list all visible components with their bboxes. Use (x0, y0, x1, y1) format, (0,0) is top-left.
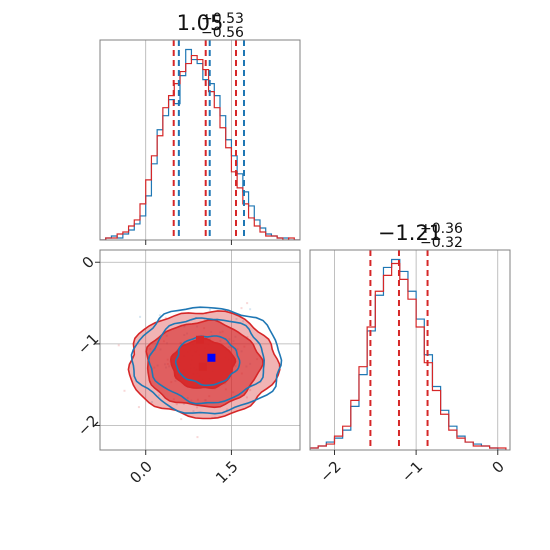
scatter-point-16 (158, 394, 161, 397)
xtick-label-0: 0.0 (126, 458, 156, 488)
scatter-point-57 (192, 410, 195, 413)
xtick-label-1: −1 (398, 458, 426, 486)
scatter-point-21 (242, 320, 245, 323)
panel-top-left-histogram: 1.05 +0.53 −0.56 (99, 11, 301, 245)
scatter-point-46 (137, 406, 140, 409)
scatter-point-71 (235, 317, 238, 320)
contour-series-1-level-0 (174, 335, 241, 387)
title-value-top-left: 1.05 (177, 11, 224, 35)
xtick-label-2: 0 (489, 458, 508, 477)
grid-top-left (145, 40, 232, 240)
contour-series-1-level-2 (130, 306, 283, 415)
hist-series-0 (100, 48, 300, 240)
contour-series-1-level-1 (147, 317, 266, 405)
ytick-label-2: 0 (78, 253, 97, 272)
scatter-point-138 (196, 436, 199, 439)
xtick-label-0: −2 (316, 458, 344, 486)
frame-top-left (99, 39, 301, 241)
ticks-bottom-right: −2 −1 0 (316, 450, 508, 486)
ticks-top-left (145, 240, 232, 245)
grid-bottom-right (334, 250, 499, 450)
marker-0 (196, 335, 204, 344)
title-plus-bottom-right: +0.36 (420, 221, 463, 237)
marker-2 (207, 353, 216, 362)
quantile-lines-top-left (172, 40, 245, 240)
scatter-point-126 (123, 389, 126, 392)
frame-bottom-left (99, 249, 301, 451)
title-minus-bottom-right: −0.32 (420, 235, 463, 251)
series-top-left (100, 48, 300, 240)
scatter-point-133 (139, 315, 142, 318)
title-minus-top-left: −0.56 (201, 25, 244, 41)
scatter-point-134 (240, 307, 243, 310)
scatter-point-100 (249, 389, 252, 392)
scatter-point-121 (182, 402, 185, 405)
scatter-point-40 (196, 406, 199, 409)
scatter-point-14 (117, 344, 120, 347)
ytick-label-1: −1 (74, 330, 102, 358)
scatter-point-66 (175, 403, 178, 406)
scatter-point-9 (249, 308, 252, 311)
scatter-point-60 (245, 396, 248, 399)
xtick-label-1: 1.5 (212, 458, 242, 488)
hist-series-1 (100, 54, 300, 240)
markers-bottom-left (196, 335, 216, 371)
scatter-point-52 (203, 319, 206, 322)
title-top-left: 1.05 (177, 11, 224, 35)
scatter-point-6 (226, 408, 229, 411)
scatter-point-31 (208, 308, 211, 311)
scatter-point-82 (246, 335, 249, 338)
title-plus-top-left: +0.53 (201, 11, 244, 27)
panel-bottom-right-histogram: −2 −1 0 −1.21 +0.36 −0.32 (309, 221, 511, 486)
scatter-point-102 (246, 302, 249, 305)
ytick-label-0: −2 (74, 412, 102, 440)
scatter-point-105 (151, 401, 154, 404)
hist-series-1 (310, 262, 507, 450)
panel-bottom-left-contour: 0.0 1.5 −2 −1 0 (74, 249, 301, 488)
scatter-point-33 (158, 314, 161, 317)
scatter-point-36 (164, 316, 167, 319)
frame-bottom-right (309, 249, 511, 451)
title-value-bottom-right: −1.21 (378, 221, 442, 245)
title-bottom-right: −1.21 (378, 221, 442, 245)
marker-1 (198, 362, 207, 371)
quantile-lines-bottom-right (369, 250, 429, 450)
series-bottom-right (310, 258, 507, 450)
scatter-point-41 (159, 318, 162, 321)
scatter-point-122 (180, 418, 183, 421)
